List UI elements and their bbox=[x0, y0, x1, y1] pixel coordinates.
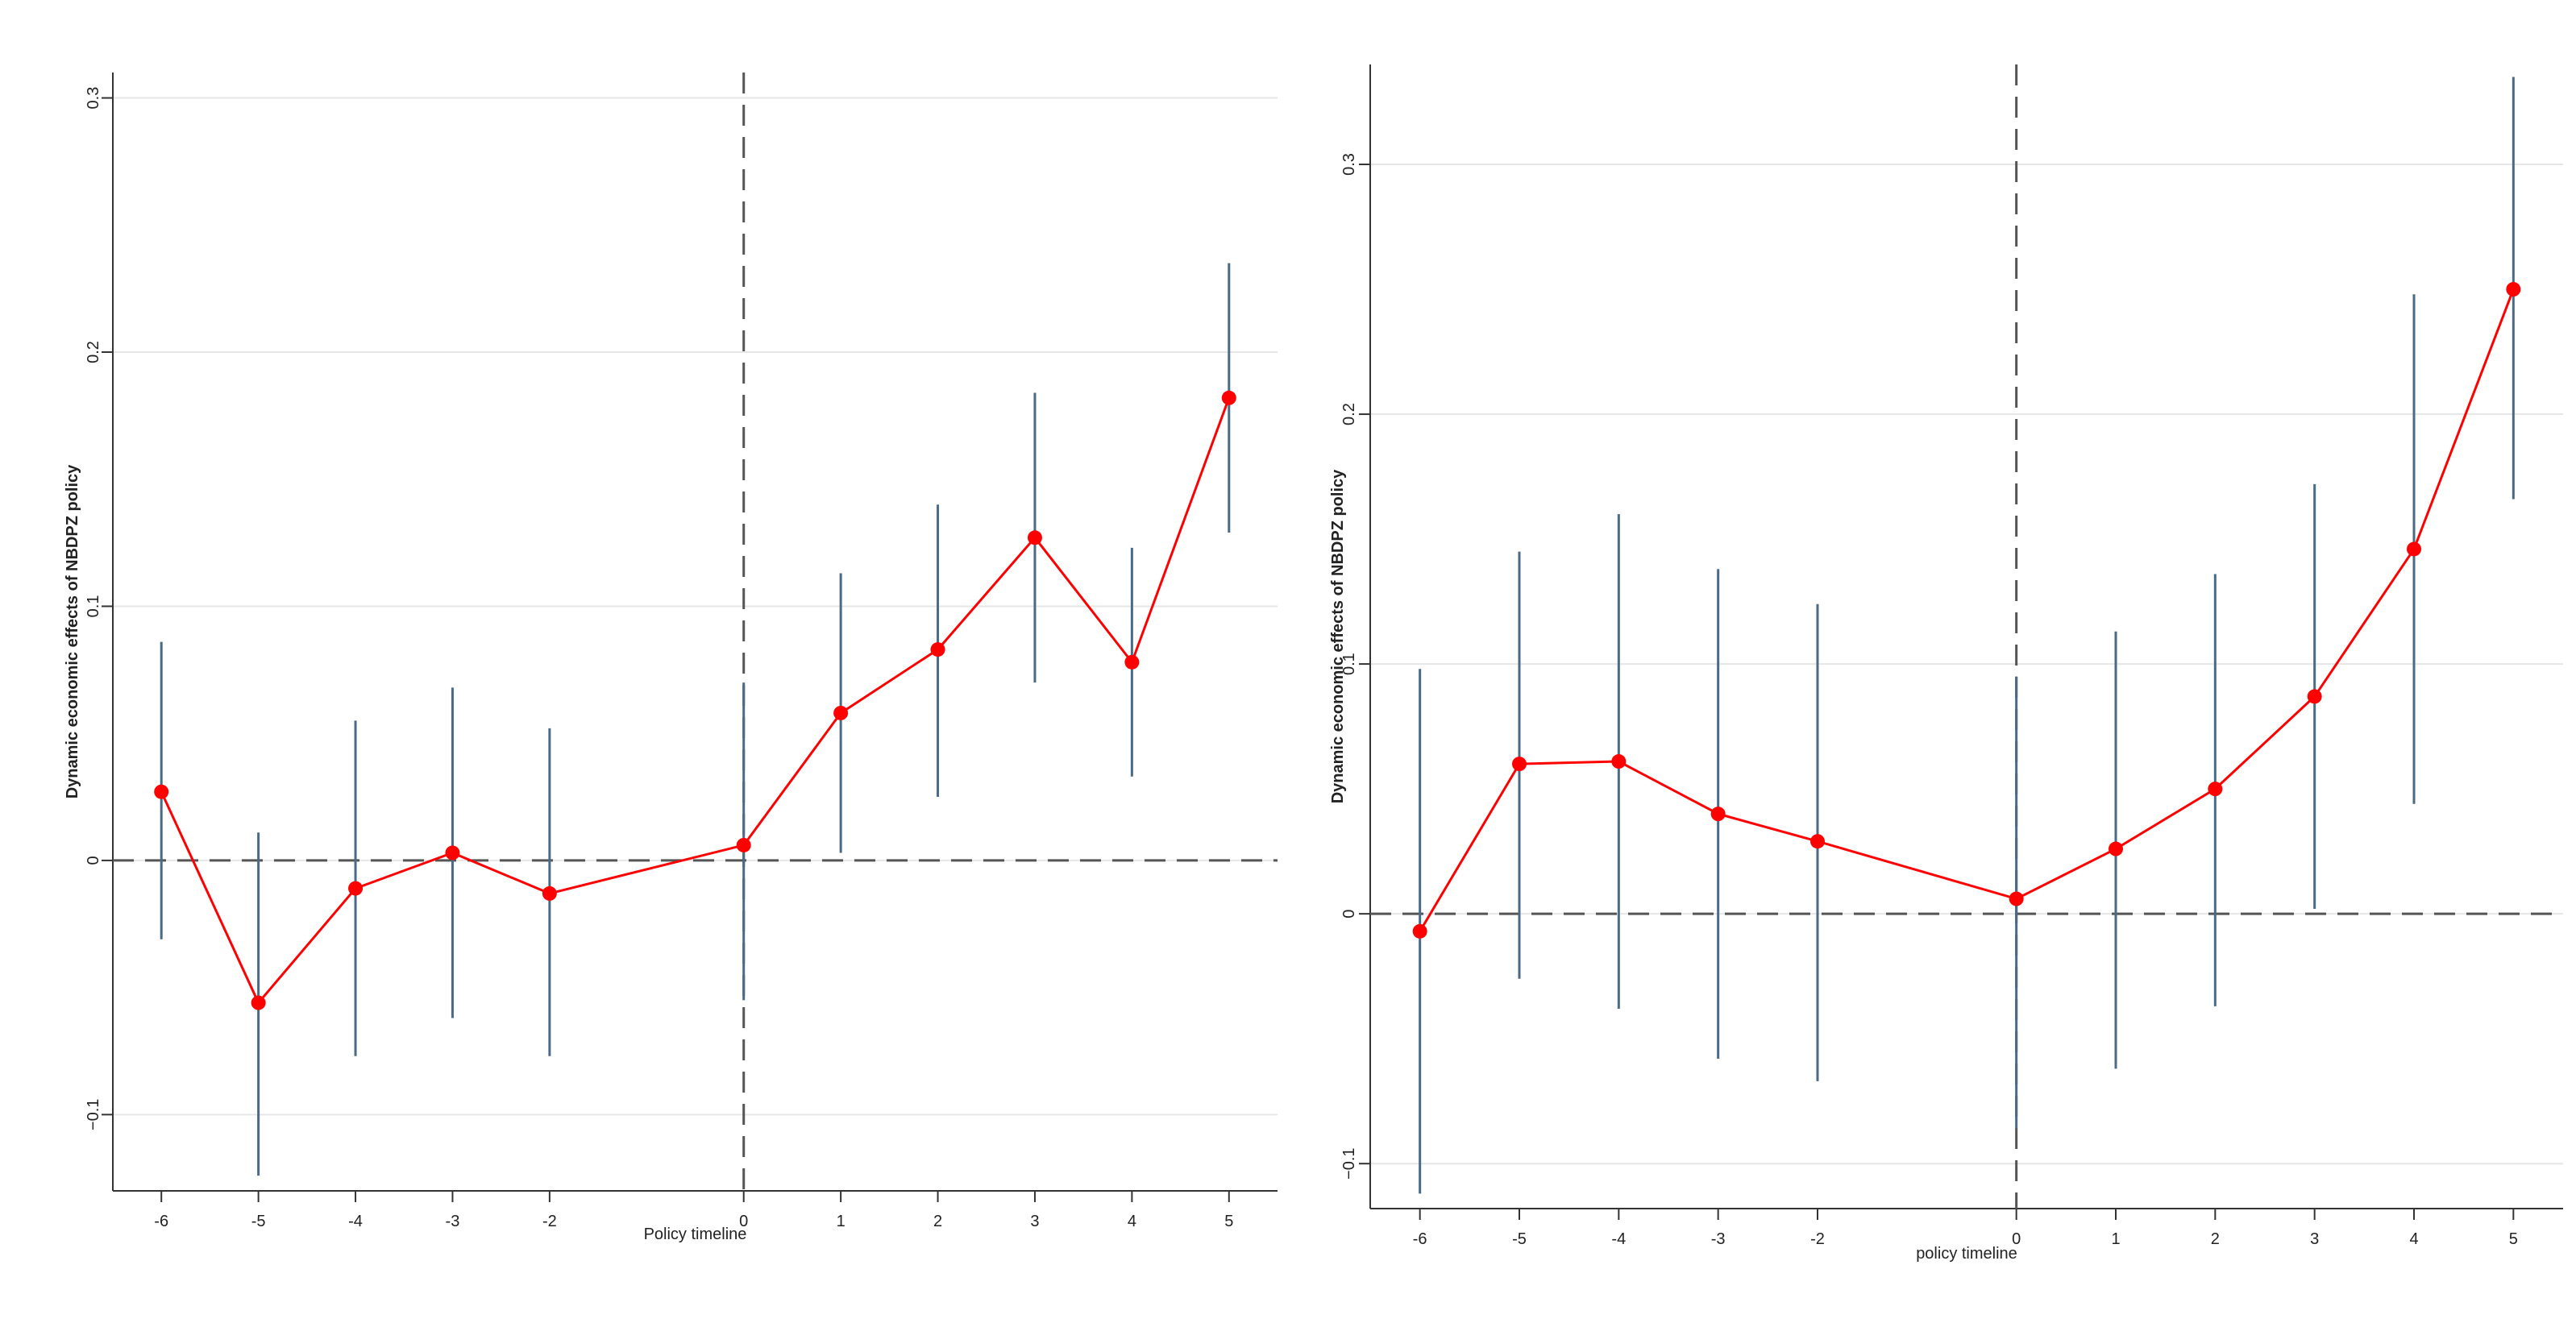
x-tick-label: -2 bbox=[542, 1213, 557, 1230]
estimate-point bbox=[542, 885, 557, 901]
estimate-point bbox=[1412, 923, 1427, 939]
estimate-point bbox=[251, 995, 266, 1010]
estimate-point bbox=[736, 837, 751, 852]
panel-right: −0.1 0 0.1 0.2 0.3 -6 -5 -4 -3 -2 0 1 2 3 4 5 policy tim… bbox=[1329, 64, 2563, 1263]
y-axis-title: Dynamic economic effects of NBDPZ policy bbox=[1329, 469, 1347, 803]
estimate-point bbox=[1710, 807, 1726, 822]
y-tick-label: −0.1 bbox=[85, 1099, 102, 1130]
estimate-line bbox=[1419, 288, 2515, 932]
x-tick-label: 3 bbox=[1030, 1213, 1039, 1230]
y-tick-label: 0 bbox=[1340, 910, 1358, 919]
panel-left: −0.1 0 0.1 0.2 0.3 -6 -5 -4 -3 -2 0 1 2 3 4 5 Policy tim… bbox=[64, 73, 1278, 1243]
estimate-point bbox=[1810, 834, 1825, 849]
y-tick-label: 0 bbox=[85, 856, 102, 865]
estimate-point bbox=[930, 642, 945, 657]
estimate-point bbox=[1611, 754, 1627, 769]
x-tick-label: 4 bbox=[1128, 1213, 1136, 1230]
y-tick-label: 0.3 bbox=[85, 87, 102, 110]
x-tick-label: -6 bbox=[1413, 1230, 1427, 1248]
y-tick-label: 0.1 bbox=[1340, 653, 1358, 675]
estimate-point bbox=[1512, 757, 1527, 772]
estimate-point bbox=[154, 784, 169, 799]
estimate-point bbox=[2109, 841, 2123, 856]
estimate-point bbox=[1221, 390, 1236, 405]
x-tick-label: 2 bbox=[2211, 1230, 2220, 1248]
y-tick-label: 0.2 bbox=[85, 341, 102, 363]
x-tick-label: -3 bbox=[446, 1213, 460, 1230]
x-axis-title: policy timeline bbox=[1916, 1245, 2017, 1263]
x-tick-label: 5 bbox=[1224, 1213, 1233, 1230]
x-tick-label: 2 bbox=[933, 1213, 942, 1230]
estimate-point bbox=[445, 845, 460, 861]
y-tick-label: 0.2 bbox=[1340, 403, 1358, 425]
x-tick-label: -2 bbox=[1810, 1230, 1825, 1248]
estimate-point bbox=[833, 705, 849, 720]
estimate-point bbox=[2506, 282, 2521, 297]
x-tick-label: 4 bbox=[2409, 1230, 2418, 1248]
estimate-point bbox=[2208, 782, 2223, 797]
estimate-point bbox=[1027, 530, 1042, 545]
y-tick-label: −0.1 bbox=[1340, 1147, 1358, 1179]
estimate-point bbox=[2407, 541, 2421, 557]
x-tick-label: 0 bbox=[2012, 1230, 2021, 1248]
estimate-point bbox=[348, 881, 364, 896]
y-tick-label: 0.1 bbox=[85, 595, 102, 618]
x-tick-label: -5 bbox=[1512, 1230, 1527, 1248]
x-tick-label: -3 bbox=[1711, 1230, 1726, 1248]
x-tick-label: -4 bbox=[348, 1213, 363, 1230]
x-tick-label: -4 bbox=[1611, 1230, 1626, 1248]
estimate-point bbox=[2307, 689, 2322, 704]
x-tick-label: 0 bbox=[739, 1213, 748, 1230]
x-tick-label: 3 bbox=[2310, 1230, 2319, 1248]
x-tick-label: -6 bbox=[154, 1213, 168, 1230]
y-tick-label: 0.3 bbox=[1340, 153, 1358, 176]
x-tick-label: 1 bbox=[837, 1213, 846, 1230]
x-tick-label: 5 bbox=[2509, 1230, 2518, 1248]
estimate-point bbox=[1124, 654, 1140, 670]
panel-divider bbox=[1296, 0, 1299, 1323]
y-axis-title: Dynamic economic effects of NBDPZ policy bbox=[64, 464, 81, 798]
x-axis-title: Policy timeline bbox=[644, 1226, 747, 1243]
x-tick-label: -5 bbox=[251, 1213, 266, 1230]
estimate-point bbox=[2009, 891, 2024, 906]
x-tick-label: 1 bbox=[2111, 1230, 2120, 1248]
estimate-line bbox=[160, 397, 1231, 1006]
